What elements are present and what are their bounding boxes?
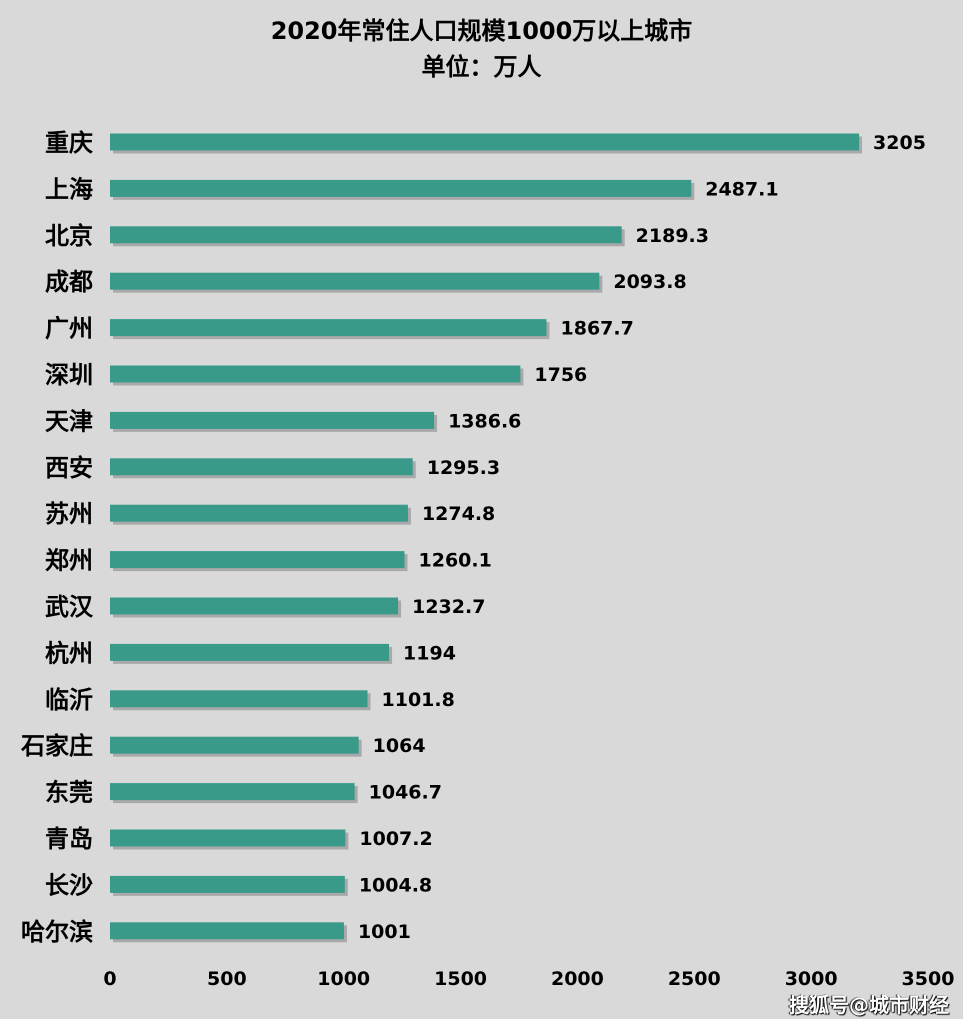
category-label: 石家庄 [20,732,93,760]
data-label: 1046.7 [369,782,442,804]
category-label: 苏州 [45,500,93,528]
x-tick-label: 1500 [434,968,487,990]
category-label: 青岛 [45,825,93,853]
data-label: 1867.7 [561,318,634,340]
x-tick-label: 0 [103,968,116,990]
bar [110,365,521,383]
bar [110,504,408,522]
data-label: 1004.8 [359,874,432,896]
bar [110,829,346,847]
bar [110,133,860,151]
category-label: 上海 [45,175,93,203]
x-tick-label: 500 [207,968,247,990]
bar [110,643,390,661]
x-tick-label: 3500 [902,968,955,990]
category-label: 重庆 [45,129,93,157]
bar [110,458,413,476]
data-label: 2487.1 [705,178,778,200]
bar [110,272,600,290]
category-label: 成都 [45,268,93,296]
x-tick-label: 3000 [785,968,838,990]
data-label: 1101.8 [382,689,455,711]
bar [110,597,399,615]
category-label: 长沙 [45,871,93,899]
category-label: 天津 [45,407,93,435]
data-label: 1274.8 [422,503,495,525]
data-label: 1260.1 [419,550,492,572]
category-label: 哈尔滨 [21,918,93,946]
bar [110,922,344,940]
chart-title: 2020年常住人口规模1000万以上城市 [270,17,693,45]
x-tick-label: 1000 [317,968,370,990]
watermark: 搜狐号@城市财经 [789,993,949,1017]
bar [110,690,368,708]
category-label: 西安 [45,454,93,482]
bar [110,411,435,429]
data-label: 2189.3 [636,225,709,247]
category-label: 杭州 [45,639,93,667]
data-label: 1295.3 [427,457,500,479]
category-label: 郑州 [45,547,93,575]
data-label: 1232.7 [412,596,485,618]
data-label: 1007.2 [359,828,432,850]
category-label: 深圳 [45,361,93,389]
category-label: 临沂 [45,686,93,714]
bar [110,319,547,337]
category-label: 武汉 [45,593,94,621]
data-label: 3205 [873,132,926,154]
data-label: 1001 [358,921,411,943]
bar [110,783,355,801]
data-label: 1064 [373,735,426,757]
category-label: 广州 [45,315,93,343]
bar [110,875,345,893]
bar [110,551,405,569]
data-label: 1756 [534,364,587,386]
bar [110,226,622,244]
x-tick-label: 2000 [551,968,604,990]
bar [110,179,692,197]
bar [110,736,359,754]
category-label: 北京 [45,222,93,250]
data-label: 1386.6 [448,410,521,432]
data-label: 1194 [403,642,456,664]
chart-subtitle: 单位：万人 [421,53,542,81]
x-tick-label: 2500 [668,968,721,990]
category-label: 东莞 [45,779,93,807]
data-label: 2093.8 [613,271,686,293]
